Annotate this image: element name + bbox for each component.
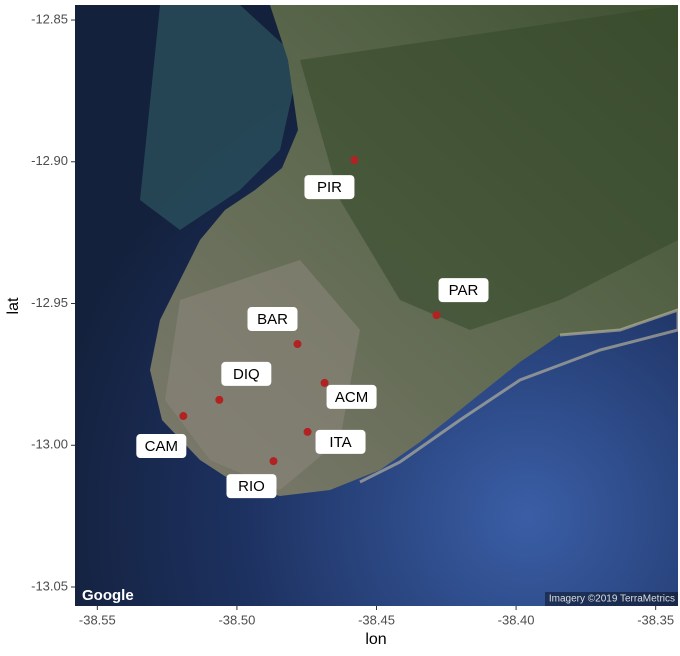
attribution-bg [545, 592, 678, 606]
y-tick-label: -13.00 [31, 437, 68, 452]
point [320, 378, 329, 387]
label-box [304, 175, 355, 200]
point-label: DIQ [233, 366, 260, 383]
x-axis-label: lon [365, 631, 386, 648]
label-box [226, 474, 277, 499]
label-box [247, 307, 298, 332]
x-tick-label: -38.45 [358, 612, 395, 627]
point [215, 395, 224, 404]
label-box [315, 429, 366, 454]
label-box [438, 278, 489, 303]
x-tick-label: -38.40 [498, 612, 535, 627]
y-tick-label: -12.90 [31, 153, 68, 168]
x-tick-label: -38.35 [637, 612, 674, 627]
y-tick-label: -13.05 [31, 578, 68, 593]
map-attribution: Imagery ©2019 TerraMetrics [549, 594, 675, 605]
label-box [221, 361, 272, 386]
x-tick-label: -38.50 [218, 612, 255, 627]
point [179, 412, 188, 421]
point-label: ITA [329, 434, 351, 451]
point-label: ACM [335, 389, 368, 406]
y-axis-label: lat [5, 297, 22, 314]
map-attribution: Google [82, 587, 134, 604]
map-image [75, 5, 678, 606]
x-tick-label: -38.55 [79, 612, 116, 627]
y-tick-label: -12.95 [31, 295, 68, 310]
point-label: RIO [238, 478, 265, 495]
point-label: CAM [145, 438, 178, 455]
label-box [326, 384, 377, 409]
point [293, 340, 302, 349]
point [303, 427, 312, 436]
label-box [136, 434, 187, 459]
point-label: BAR [257, 311, 288, 328]
y-tick-label: -12.85 [31, 11, 68, 26]
point-label: PIR [317, 179, 342, 196]
point [350, 156, 359, 165]
point [432, 311, 441, 320]
point [269, 457, 278, 466]
point-label: PAR [449, 282, 479, 299]
